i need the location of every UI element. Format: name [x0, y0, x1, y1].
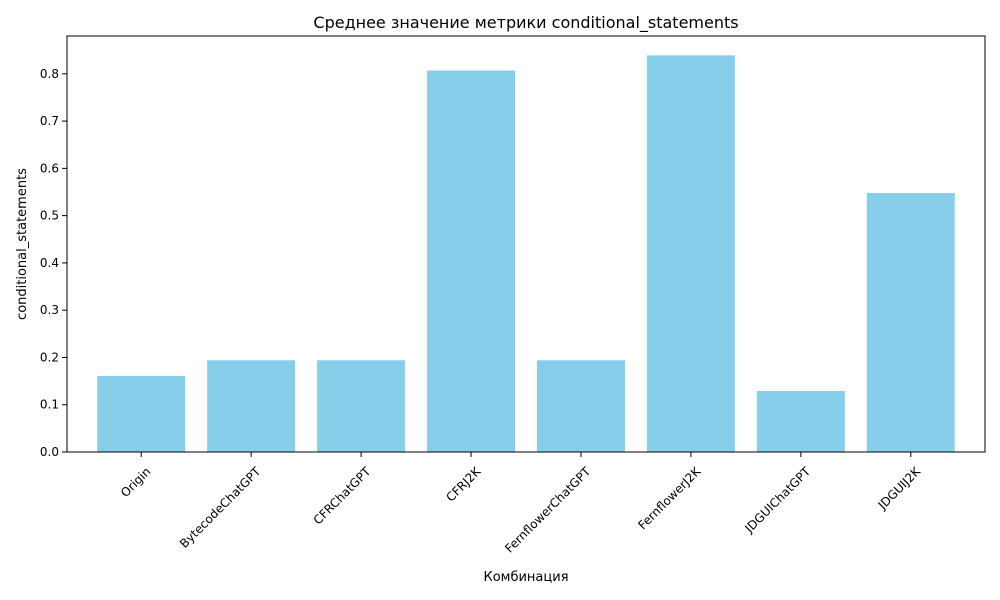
bar-CFRChatGPT: [317, 360, 406, 452]
x-axis-label: Комбинация: [483, 570, 568, 585]
y-tick-label: 0.0: [40, 445, 59, 459]
bars-group: [97, 55, 955, 453]
y-tick-label: 0.5: [40, 209, 59, 223]
y-tick-label: 0.7: [40, 114, 59, 128]
y-tick-label: 0.2: [40, 350, 59, 364]
plot-frame: [66, 35, 986, 453]
y-tick-label: 0.6: [40, 161, 59, 175]
chart-title: Среднее значение метрики conditional_sta…: [313, 13, 738, 33]
bar-CFRJ2K: [427, 70, 516, 452]
bar-BytecodeChatGPT: [207, 360, 296, 452]
bar-Origin: [97, 375, 186, 452]
y-tick-label: 0.3: [40, 303, 59, 317]
bar-FernflowerChatGPT: [536, 360, 625, 452]
y-tick-label: 0.4: [40, 256, 59, 270]
y-axis: 0.0 0.1 0.2 0.3 0.4 0.5 0.6 0.7 0.8: [40, 67, 67, 459]
bar-JDGUIChatGPT: [756, 391, 845, 452]
bar-JDGUIJ2K: [866, 192, 955, 453]
y-axis-label: conditional_statements: [15, 168, 30, 320]
y-tick-label: 0.8: [40, 67, 59, 81]
y-tick-label: 0.1: [40, 398, 59, 412]
bar-FernflowerJ2K: [646, 55, 735, 453]
